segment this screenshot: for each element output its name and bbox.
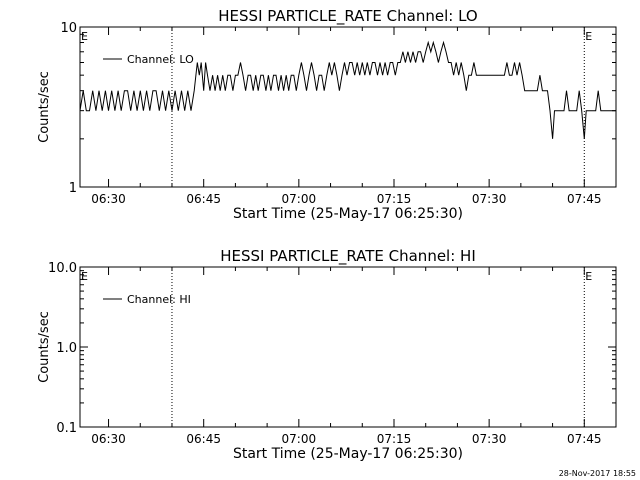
y-axis-label: Counts/sec xyxy=(37,311,52,383)
y-tick-label: 1.0 xyxy=(56,341,77,356)
legend-entry: Channel: LO xyxy=(127,53,194,66)
y-tick-label: 10 xyxy=(60,21,77,36)
y-tick-label: 1 xyxy=(69,181,77,196)
x-axis-label: Start Time (25-May-17 06:25:30) xyxy=(233,446,463,462)
y-axis-label: Counts/sec xyxy=(37,71,52,143)
series-line xyxy=(79,40,616,139)
generation-timestamp: 28-Nov-2017 18:55 xyxy=(559,469,636,478)
x-tick-label: 07:15 xyxy=(377,432,412,446)
chart-title: HESSI PARTICLE_RATE Channel: LO xyxy=(218,7,477,26)
x-tick-label: 07:45 xyxy=(567,432,602,446)
event-marker-label: E xyxy=(585,30,592,43)
y-tick-label: 10.0 xyxy=(48,261,77,276)
x-tick-label: 07:15 xyxy=(377,192,412,206)
legend-entry: Channel: HI xyxy=(127,293,191,306)
x-tick-label: 07:30 xyxy=(472,432,507,446)
lo-channel-panel: HESSI PARTICLE_RATE Channel: LO 06:30 06:4… xyxy=(37,7,617,222)
chart-title: HESSI PARTICLE_RATE Channel: HI xyxy=(220,247,476,266)
x-tick-label: 07:30 xyxy=(472,192,507,206)
event-marker-label: E xyxy=(585,270,592,283)
x-tick-label: 06:30 xyxy=(91,432,126,446)
x-tick-label: 07:00 xyxy=(282,432,317,446)
x-tick-label: 06:45 xyxy=(186,192,221,206)
x-tick-label: 06:45 xyxy=(186,432,221,446)
x-axis-label: Start Time (25-May-17 06:25:30) xyxy=(233,206,463,222)
x-tick-label: 07:45 xyxy=(567,192,602,206)
x-tick-label: 06:30 xyxy=(91,192,126,206)
hi-channel-panel: HESSI PARTICLE_RATE Channel: HI 06:30 06:4… xyxy=(37,247,617,462)
start-marker-label: E xyxy=(81,30,88,43)
start-marker-label: E xyxy=(81,270,88,283)
plot-frame xyxy=(79,26,617,188)
x-tick-label: 07:00 xyxy=(282,192,317,206)
y-tick-label: 0.1 xyxy=(56,421,77,436)
plot-frame xyxy=(79,266,617,428)
